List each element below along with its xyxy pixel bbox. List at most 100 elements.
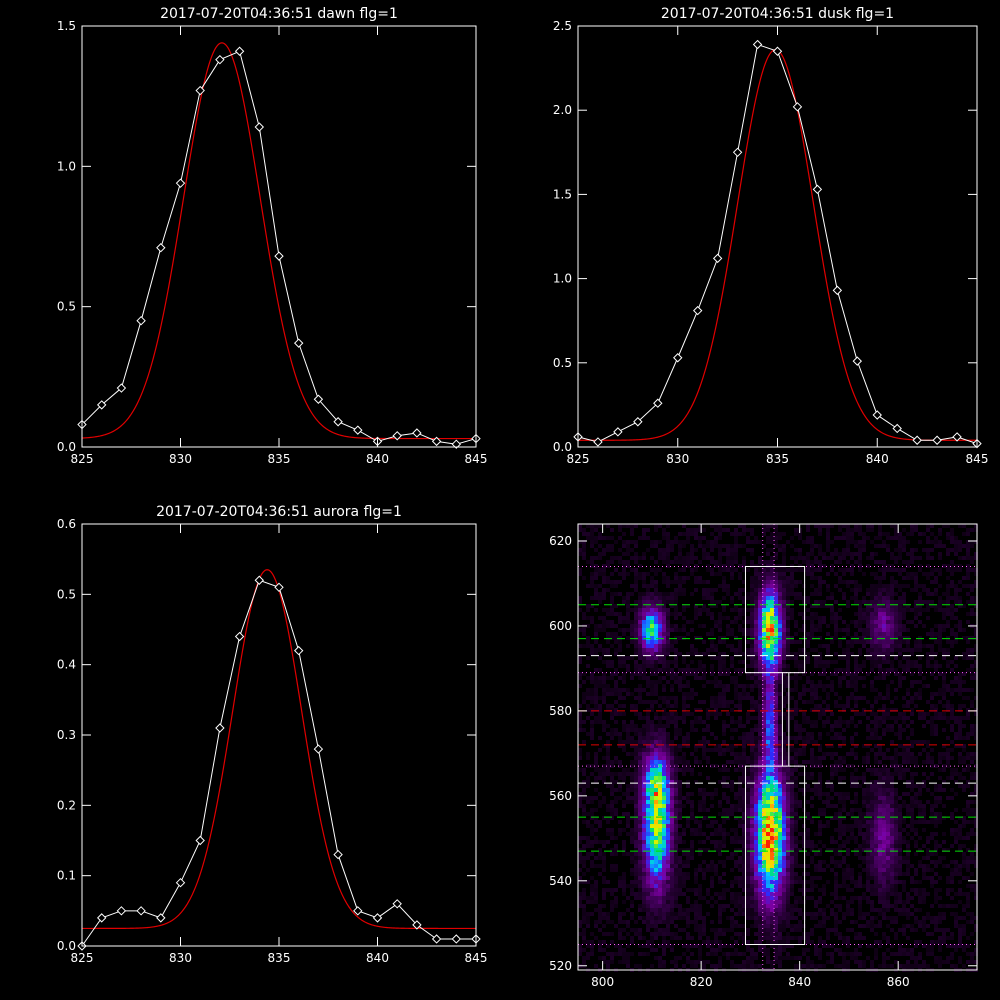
heatmap-cell	[746, 772, 750, 776]
heatmap-cell	[666, 660, 670, 664]
heatmap-cell	[878, 676, 882, 680]
heatmap-cell	[806, 776, 810, 780]
heatmap-cell	[722, 780, 726, 784]
heatmap-cell	[702, 556, 706, 560]
heatmap-cell	[806, 812, 810, 816]
heatmap-cell	[854, 688, 858, 692]
heatmap-cell	[690, 648, 694, 652]
heatmap-cell	[798, 840, 802, 844]
heatmap-cell	[650, 736, 654, 740]
heatmap-cell	[766, 672, 770, 676]
heatmap-cell	[734, 680, 738, 684]
heatmap-cell	[882, 812, 886, 816]
heatmap-cell	[766, 628, 770, 632]
heatmap-cell	[930, 724, 934, 728]
heatmap-cell	[870, 680, 874, 684]
heatmap-cell	[858, 588, 862, 592]
heatmap-cell	[882, 644, 886, 648]
heatmap-cell	[866, 784, 870, 788]
heatmap-cell	[686, 532, 690, 536]
heatmap-cell	[874, 612, 878, 616]
heatmap-cell	[650, 628, 654, 632]
heatmap-cell	[922, 804, 926, 808]
heatmap-cell	[634, 796, 638, 800]
heatmap-cell	[822, 604, 826, 608]
heatmap-cell	[774, 720, 778, 724]
heatmap-cell	[718, 572, 722, 576]
heatmap-cell	[790, 544, 794, 548]
heatmap-cell	[782, 620, 786, 624]
heatmap-cell	[882, 704, 886, 708]
heatmap-cell	[758, 696, 762, 700]
heatmap-cell	[798, 816, 802, 820]
heatmap-cell	[854, 700, 858, 704]
heatmap-cell	[974, 820, 978, 824]
heatmap-cell	[818, 624, 822, 628]
heatmap-cell	[882, 592, 886, 596]
heatmap-cell	[930, 808, 934, 812]
heatmap-cell	[694, 588, 698, 592]
heatmap-cell	[822, 644, 826, 648]
heatmap-cell	[926, 548, 930, 552]
heatmap-cell	[970, 668, 974, 672]
heatmap-cell	[654, 796, 658, 800]
heatmap-cell	[650, 680, 654, 684]
heatmap-cell	[838, 656, 842, 660]
heatmap-cell	[906, 756, 910, 760]
heatmap-cell	[738, 768, 742, 772]
heatmap-cell	[654, 732, 658, 736]
heatmap-cell	[954, 656, 958, 660]
heatmap-cell	[594, 640, 598, 644]
heatmap-cell	[878, 668, 882, 672]
heatmap-cell	[746, 656, 750, 660]
heatmap-cell	[850, 784, 854, 788]
panel-2-xtick-label: 830	[169, 951, 192, 965]
heatmap-cell	[838, 580, 842, 584]
heatmap-cell	[626, 628, 630, 632]
heatmap-cell	[654, 608, 658, 612]
heatmap-cell	[726, 684, 730, 688]
heatmap-cell	[870, 828, 874, 832]
heatmap-cell	[750, 596, 754, 600]
heatmap-cell	[670, 648, 674, 652]
heatmap-cell	[830, 640, 834, 644]
heatmap-cell	[874, 700, 878, 704]
heatmap-cell	[834, 632, 838, 636]
heatmap-cell	[934, 788, 938, 792]
heatmap-cell	[682, 704, 686, 708]
heatmap-cell	[742, 816, 746, 820]
heatmap-cell	[834, 616, 838, 620]
heatmap-cell	[658, 620, 662, 624]
heatmap-cell	[950, 660, 954, 664]
heatmap-cell	[730, 656, 734, 660]
heatmap-cell	[950, 540, 954, 544]
heatmap-cell	[718, 844, 722, 848]
heatmap-cell	[782, 740, 786, 744]
heatmap-cell	[666, 592, 670, 596]
heatmap-cell	[878, 788, 882, 792]
heatmap-cell	[734, 828, 738, 832]
heatmap-cell	[834, 764, 838, 768]
heatmap-cell	[618, 676, 622, 680]
heatmap-cell	[654, 600, 658, 604]
heatmap-cell	[770, 568, 774, 572]
heatmap-cell	[610, 624, 614, 628]
heatmap-cell	[774, 528, 778, 532]
heatmap-cell	[782, 616, 786, 620]
observed-line	[577, 43, 978, 445]
heatmap-cell	[878, 656, 882, 660]
heatmap-cell	[738, 660, 742, 664]
heatmap-cell	[694, 708, 698, 712]
heatmap-cell	[730, 788, 734, 792]
heatmap-cell	[758, 716, 762, 720]
heatmap-cell	[634, 812, 638, 816]
heatmap-cell	[766, 588, 770, 592]
heatmap-cell	[762, 752, 766, 756]
heatmap-cell	[610, 728, 614, 732]
heatmap-cell	[646, 528, 650, 532]
heatmap-cell	[886, 776, 890, 780]
heatmap-cell	[666, 624, 670, 628]
heatmap-cell	[750, 828, 754, 832]
heatmap-cell	[614, 648, 618, 652]
heatmap-cell	[942, 624, 946, 628]
